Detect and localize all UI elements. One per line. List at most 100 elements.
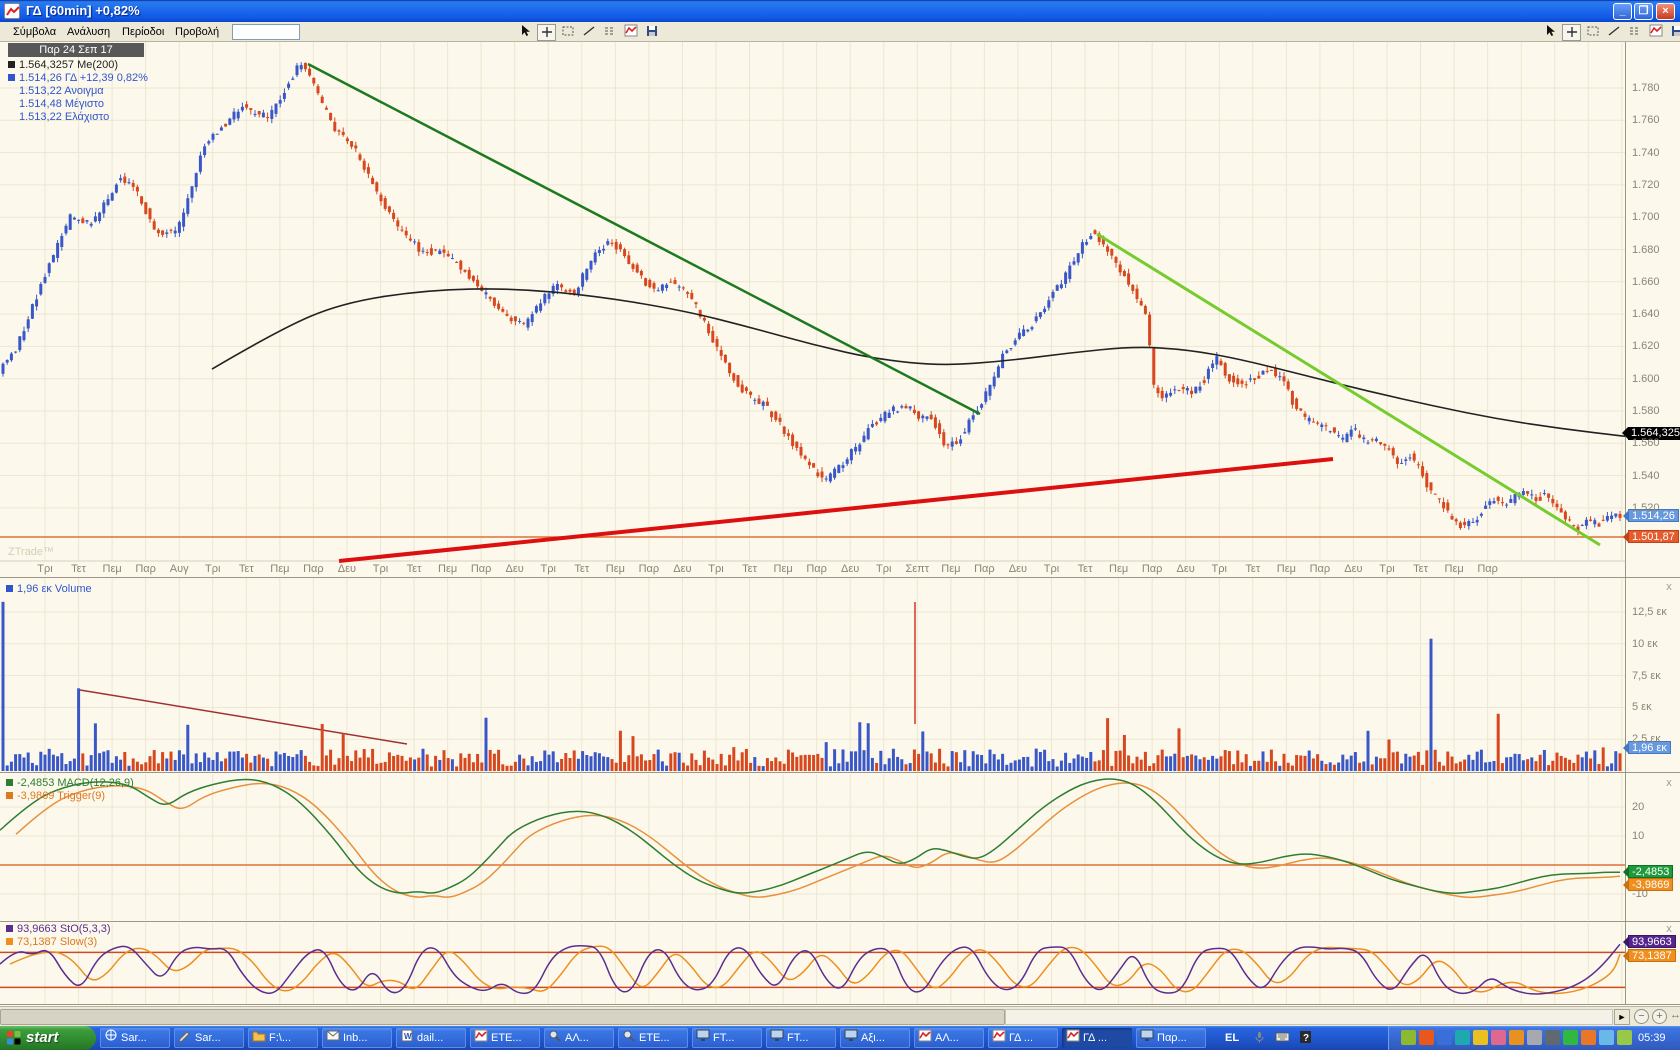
minimize-button[interactable]: _ — [1613, 3, 1632, 20]
day-label: Τρι — [372, 563, 389, 575]
monitor-icon — [844, 1029, 858, 1041]
day-label: Τετ — [238, 563, 254, 575]
taskbar-button-2[interactable]: Sar... — [174, 1028, 244, 1048]
tray-flag-icon[interactable] — [1509, 1030, 1524, 1045]
menu-symbols[interactable]: Σύμβολα — [13, 26, 57, 38]
symbol-input[interactable] — [232, 24, 300, 40]
day-label: Παρ — [1141, 563, 1163, 575]
day-label: Πεμ — [773, 563, 793, 575]
tray-network-icon[interactable] — [1437, 1030, 1452, 1045]
monitor-icon — [770, 1029, 784, 1041]
ma-swatch — [8, 61, 15, 68]
tray-audio-icon[interactable] — [1545, 1030, 1560, 1045]
menu-analysis[interactable]: Ανάλυση — [67, 26, 111, 38]
dashes-tool-icon[interactable] — [1625, 24, 1644, 41]
day-label: Δευ — [1008, 563, 1028, 575]
tray-heart-icon[interactable] — [1491, 1030, 1506, 1045]
tray-media-icon[interactable] — [1563, 1030, 1578, 1045]
pointer-tool-icon[interactable] — [1541, 24, 1560, 41]
tray-power-icon[interactable] — [1617, 1030, 1632, 1045]
taskbar-button-3[interactable]: F:\... — [248, 1028, 318, 1048]
select-box-tool-icon[interactable] — [1583, 24, 1602, 41]
price-tick: 1.660 — [1632, 275, 1660, 288]
day-label: Παρ — [806, 563, 827, 575]
language-indicator[interactable]: EL — [1225, 1032, 1240, 1044]
tray-messenger-icon[interactable] — [1455, 1030, 1470, 1045]
microphone-icon[interactable] — [1250, 1030, 1267, 1046]
scroll-right-arrow-icon[interactable]: ► — [1614, 1009, 1630, 1025]
macd-value-tag: -2,4853 — [1622, 865, 1674, 878]
chart-plot-area[interactable] — [0, 42, 1625, 1005]
bar-width-button[interactable]: ↔ — [1670, 1009, 1680, 1021]
price-tick: 1.600 — [1632, 372, 1660, 385]
taskbar-button-9[interactable]: FT... — [692, 1028, 762, 1048]
chart-tool-icon[interactable] — [621, 24, 640, 41]
price-tick: 1.700 — [1632, 211, 1660, 224]
start-button[interactable]: start — [0, 1026, 96, 1050]
pointer-tool-icon[interactable] — [516, 24, 535, 41]
zoom-out-button[interactable]: − — [1634, 1009, 1649, 1024]
system-tray — [1388, 1026, 1680, 1050]
taskbar-clock: 05:39 — [1638, 1032, 1666, 1044]
tray-stocks-icon[interactable] — [1419, 1030, 1434, 1045]
trendline-tool-icon[interactable] — [1604, 24, 1623, 41]
select-box-tool-icon[interactable] — [558, 24, 577, 41]
day-label: Παρ — [974, 563, 995, 575]
chart-tool-icon[interactable] — [1646, 24, 1665, 41]
crosshair-tool-icon[interactable] — [537, 24, 556, 41]
tray-camera-icon[interactable] — [1527, 1030, 1542, 1045]
taskbar-button-4[interactable]: Inb... — [322, 1028, 392, 1048]
scrollbar-thumb[interactable] — [0, 1009, 1005, 1025]
day-label: Τετ — [1413, 563, 1428, 575]
price-tick: 1.620 — [1632, 340, 1660, 353]
taskbar-button-12[interactable]: ΑΛ... — [914, 1028, 984, 1048]
volume-tick: 12,5 εκ — [1632, 606, 1667, 618]
zoom-in-button[interactable]: + — [1652, 1009, 1667, 1024]
price-tick: 1.740 — [1632, 146, 1660, 159]
trendline-tool-icon[interactable] — [579, 24, 598, 41]
save-tool-icon[interactable] — [1667, 24, 1680, 41]
start-label: start — [26, 1029, 59, 1046]
scrollbar-track[interactable] — [1005, 1009, 1613, 1025]
day-label: Παρ — [135, 563, 156, 575]
day-label: Τετ — [71, 563, 86, 575]
menu-periods[interactable]: Περίοδοι — [122, 26, 165, 38]
day-label: Πεμ — [438, 563, 458, 575]
macd-tick: 20 — [1632, 801, 1645, 813]
price-tick: 1.760 — [1632, 114, 1660, 127]
volume-close-icon[interactable]: x — [1666, 581, 1672, 593]
keyboard-icon[interactable] — [1273, 1030, 1290, 1046]
taskbar-button-11[interactable]: Αξι... — [840, 1028, 910, 1048]
day-label: Τετ — [406, 563, 422, 575]
taskbar-button-8[interactable]: ΕΤΕ... — [618, 1028, 688, 1048]
close-button[interactable]: × — [1656, 3, 1675, 20]
macd-close-icon[interactable]: x — [1666, 777, 1672, 789]
taskbar-button-1[interactable]: Sar... — [100, 1028, 170, 1048]
menu-view[interactable]: Προβολή — [175, 26, 220, 38]
chart-icon — [992, 1029, 1006, 1042]
ztrade-watermark: ZTrade™ — [8, 546, 55, 558]
tray-shield-icon[interactable] — [1473, 1030, 1488, 1045]
sto-close-icon[interactable]: x — [1666, 923, 1672, 935]
tray-antivirus-icon[interactable] — [1401, 1030, 1416, 1045]
help-icon[interactable]: ? — [1296, 1030, 1313, 1046]
window-titlebar: ΓΔ [60min] +0,82% _ ❐ × — [0, 0, 1680, 22]
restore-button[interactable]: ❐ — [1634, 3, 1653, 20]
volume-tick: 10 εκ — [1632, 637, 1658, 650]
taskbar-button-10[interactable]: FT... — [766, 1028, 836, 1048]
taskbar-button-14[interactable]: ΓΔ ... — [1062, 1028, 1132, 1048]
taskbar-button-15[interactable]: Παρ... — [1136, 1028, 1206, 1048]
crosshair-tool-icon[interactable] — [1562, 24, 1581, 41]
taskbar-button-13[interactable]: ΓΔ ... — [988, 1028, 1058, 1048]
save-tool-icon[interactable] — [642, 24, 661, 41]
dashes-tool-icon[interactable] — [600, 24, 619, 41]
day-label: Τρι — [1043, 563, 1060, 575]
price-tick: 1.520 — [1632, 501, 1660, 514]
taskbar-button-6[interactable]: ETE... — [470, 1028, 540, 1048]
tray-volume-icon[interactable] — [1599, 1030, 1614, 1045]
tray-office-icon[interactable] — [1581, 1030, 1596, 1045]
folder-icon — [252, 1029, 266, 1042]
day-label: Παρ — [303, 563, 324, 575]
taskbar-button-7[interactable]: ΑΛ... — [544, 1028, 614, 1048]
